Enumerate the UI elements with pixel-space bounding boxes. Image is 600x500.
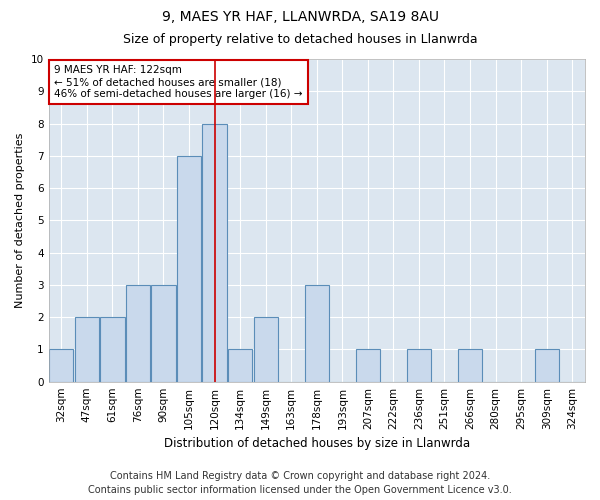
Text: 9, MAES YR HAF, LLANWRDA, SA19 8AU: 9, MAES YR HAF, LLANWRDA, SA19 8AU bbox=[161, 10, 439, 24]
Bar bbox=[356, 350, 380, 382]
Text: 9 MAES YR HAF: 122sqm
← 51% of detached houses are smaller (18)
46% of semi-deta: 9 MAES YR HAF: 122sqm ← 51% of detached … bbox=[54, 66, 302, 98]
Text: Size of property relative to detached houses in Llanwrda: Size of property relative to detached ho… bbox=[122, 32, 478, 46]
X-axis label: Distribution of detached houses by size in Llanwrda: Distribution of detached houses by size … bbox=[164, 437, 470, 450]
Text: Contains HM Land Registry data © Crown copyright and database right 2024.
Contai: Contains HM Land Registry data © Crown c… bbox=[88, 471, 512, 495]
Y-axis label: Number of detached properties: Number of detached properties bbox=[15, 132, 25, 308]
Bar bbox=[75, 317, 99, 382]
Bar bbox=[177, 156, 201, 382]
Bar bbox=[228, 350, 252, 382]
Bar bbox=[458, 350, 482, 382]
Bar bbox=[535, 350, 559, 382]
Bar bbox=[100, 317, 125, 382]
Bar bbox=[151, 285, 176, 382]
Bar bbox=[126, 285, 150, 382]
Bar bbox=[202, 124, 227, 382]
Bar bbox=[305, 285, 329, 382]
Bar bbox=[407, 350, 431, 382]
Bar bbox=[49, 350, 73, 382]
Bar bbox=[254, 317, 278, 382]
